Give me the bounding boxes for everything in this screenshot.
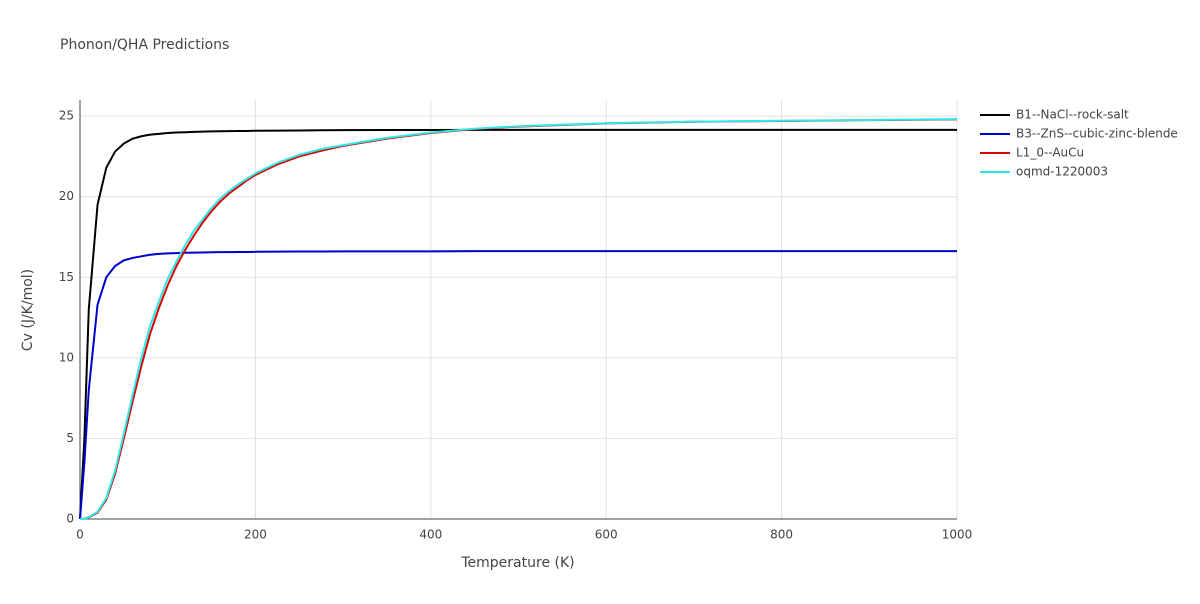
chart-title: Phonon/QHA Predictions (60, 37, 229, 53)
series-line (79, 250, 957, 520)
series-line (79, 118, 958, 520)
x-tick-label: 200 (244, 528, 267, 542)
x-axis-title: Temperature (K) (460, 555, 574, 571)
x-tick-label: 400 (419, 528, 442, 542)
x-tick-label: 800 (770, 528, 793, 542)
legend-label: L1_0--AuCu (1016, 146, 1084, 160)
y-tick-label: 10 (59, 350, 74, 364)
y-tick-label: 15 (59, 270, 74, 284)
legend-label: oqmd-1220003 (1016, 165, 1108, 179)
y-tick-label: 25 (59, 109, 74, 123)
x-tick-label: 600 (595, 528, 618, 542)
series-line (79, 118, 958, 520)
legend-label: B1--NaCl--rock-salt (1016, 108, 1129, 122)
x-tick-label: 1000 (942, 528, 973, 542)
x-tick-label: 0 (76, 528, 84, 542)
y-tick-label: 5 (66, 431, 74, 445)
y-axis-title: Cv (J/K/mol) (20, 269, 36, 351)
y-tick-label: 20 (59, 189, 74, 203)
y-tick-label: 0 (66, 512, 74, 526)
series-line (79, 128, 957, 520)
legend-label: B3--ZnS--cubic-zinc-blende (1016, 127, 1178, 141)
